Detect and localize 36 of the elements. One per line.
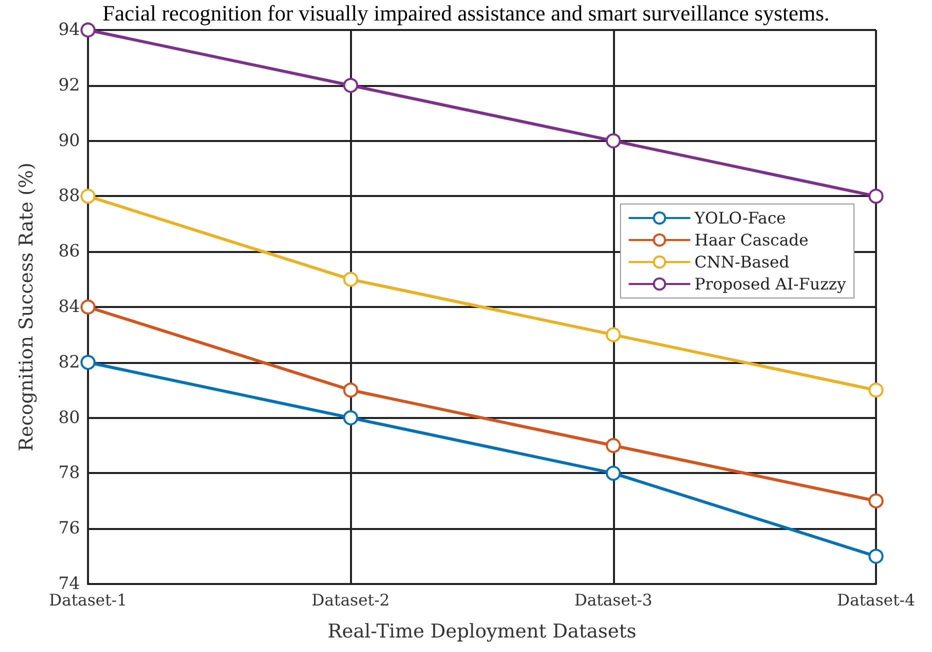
point: [343, 382, 358, 398]
point: [868, 188, 884, 204]
y-tick-label: 76: [58, 518, 80, 539]
x-tick-label: Dataset-3: [574, 590, 652, 610]
point: [343, 272, 358, 287]
x-tick-label: Dataset-4: [836, 590, 916, 610]
y-tick-label: 92: [58, 75, 80, 96]
y-tick-label: 90: [58, 130, 80, 151]
y-tick-label: 94: [58, 20, 80, 40]
point: [868, 493, 884, 508]
point: [80, 188, 96, 204]
point: [606, 438, 621, 453]
x-axis-title: Real-Time Deployment Datasets: [328, 620, 636, 642]
point: [868, 382, 884, 398]
y-tick-label: 86: [58, 242, 80, 262]
point: [80, 354, 96, 370]
point: [343, 78, 358, 93]
point: [606, 133, 621, 148]
x-tick-label: Dataset-2: [312, 590, 390, 610]
point: [606, 327, 621, 342]
y-axis-title: Recognition Success Rate (%): [16, 162, 38, 452]
legend-label: CNN-Based: [694, 252, 790, 272]
y-tick-label: 80: [58, 408, 80, 428]
point: [868, 548, 884, 564]
point: [343, 410, 358, 426]
point: [80, 300, 96, 314]
y-tick-label: 82: [58, 352, 80, 372]
point: [606, 466, 621, 481]
legend-label: Haar Cascade: [694, 230, 808, 250]
point: [80, 22, 96, 38]
y-tick-label: 78: [58, 463, 80, 484]
text: Facial recognition for visually impaired assistance and smart surveillance systems.: [102, 0, 830, 26]
legend-label: YOLO-Face: [693, 208, 786, 228]
y-tick-label: 88: [58, 186, 80, 206]
y-tick-label: 84: [58, 297, 80, 317]
legend-label: Proposed AI-Fuzzy: [694, 274, 846, 294]
